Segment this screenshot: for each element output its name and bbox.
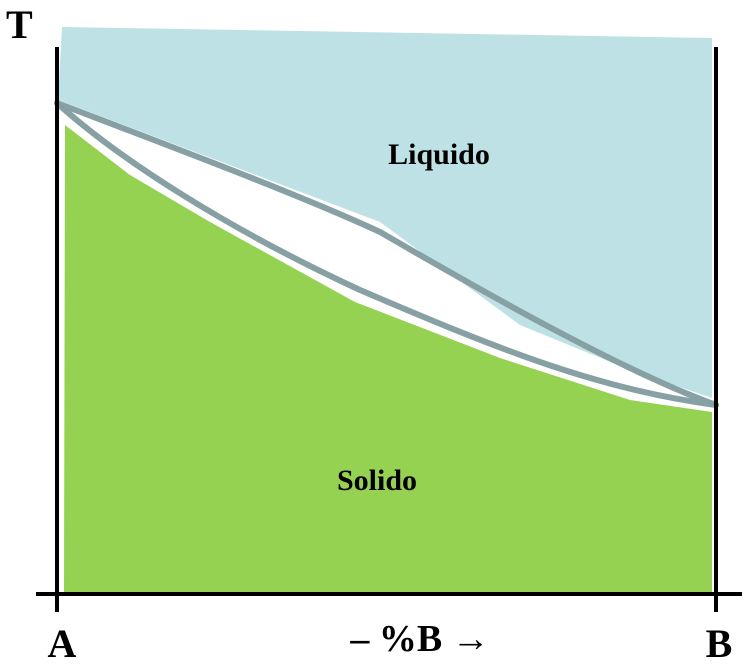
y-axis-label: T (6, 2, 33, 47)
x-right-label: B (706, 621, 733, 666)
solid-region (64, 125, 712, 592)
liquidus-curve (54, 100, 719, 408)
x-axis-label: – %B → (349, 618, 489, 660)
liquid-region-label: Liquido (388, 138, 490, 171)
solid-region-label: Solido (337, 464, 417, 497)
liquid-region (58, 27, 712, 398)
x-left-label: A (48, 621, 77, 666)
solidus-curve (54, 100, 719, 408)
